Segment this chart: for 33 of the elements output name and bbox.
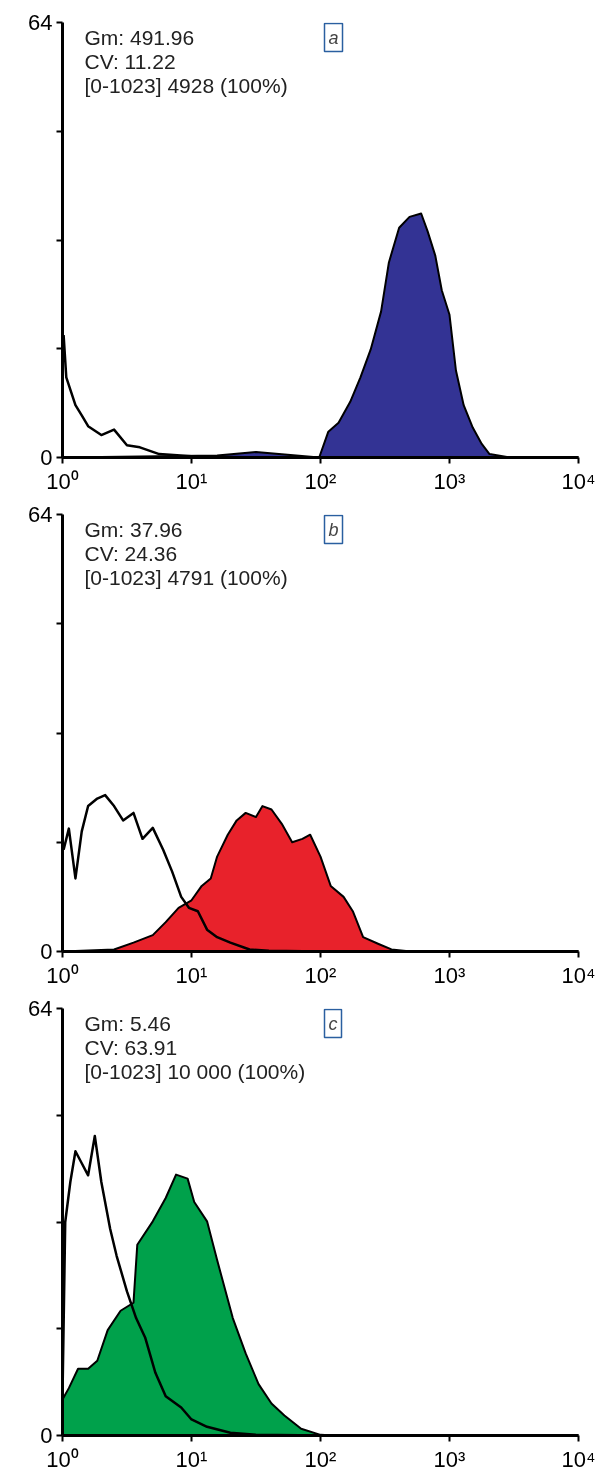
y-tick-label: 64 bbox=[28, 10, 53, 35]
annotation: Gm: 37.96 bbox=[84, 517, 183, 541]
x-tick-label: 10² bbox=[304, 962, 337, 988]
x-tick-label: 10¹ bbox=[175, 962, 208, 988]
x-tick-label: 10³ bbox=[433, 962, 466, 988]
x-tick-label: 10⁰ bbox=[46, 1446, 79, 1472]
y-tick-label: 64 bbox=[28, 996, 53, 1021]
x-tick-label: 10¹ bbox=[175, 1446, 208, 1472]
x-tick-label: 10³ bbox=[433, 468, 466, 494]
y-tick-label: 0 bbox=[40, 939, 53, 964]
chart-title: c bbox=[328, 1013, 338, 1034]
annotation: CV: 63.91 bbox=[84, 1035, 178, 1059]
x-tick-label: 10⁴ bbox=[561, 1446, 596, 1472]
y-tick-label: 64 bbox=[28, 502, 53, 527]
annotation: [0-1023] 4791 (100%) bbox=[84, 565, 288, 589]
x-tick-label: 10⁰ bbox=[46, 962, 79, 988]
x-tick-label: 10² bbox=[304, 1446, 337, 1472]
x-tick-label: 10³ bbox=[433, 1446, 466, 1472]
x-tick-label: 10¹ bbox=[175, 468, 208, 494]
x-tick-label: 10⁴ bbox=[561, 468, 596, 494]
annotation: [0-1023] 4928 (100%) bbox=[84, 73, 288, 97]
chart-title: b bbox=[328, 519, 339, 540]
chart-title: a bbox=[328, 27, 339, 48]
annotation: Gm: 5.46 bbox=[84, 1011, 171, 1035]
y-tick-label: 0 bbox=[40, 445, 53, 470]
annotation: CV: 11.22 bbox=[84, 49, 176, 73]
x-tick-label: 10² bbox=[304, 468, 337, 494]
annotation: Gm: 491.96 bbox=[84, 25, 195, 49]
annotation: [0-1023] 10 000 (100%) bbox=[84, 1059, 306, 1083]
y-tick-label: 0 bbox=[40, 1423, 53, 1448]
x-tick-label: 10⁰ bbox=[46, 468, 79, 494]
x-tick-label: 10⁴ bbox=[561, 962, 596, 988]
annotation: CV: 24.36 bbox=[84, 541, 178, 565]
